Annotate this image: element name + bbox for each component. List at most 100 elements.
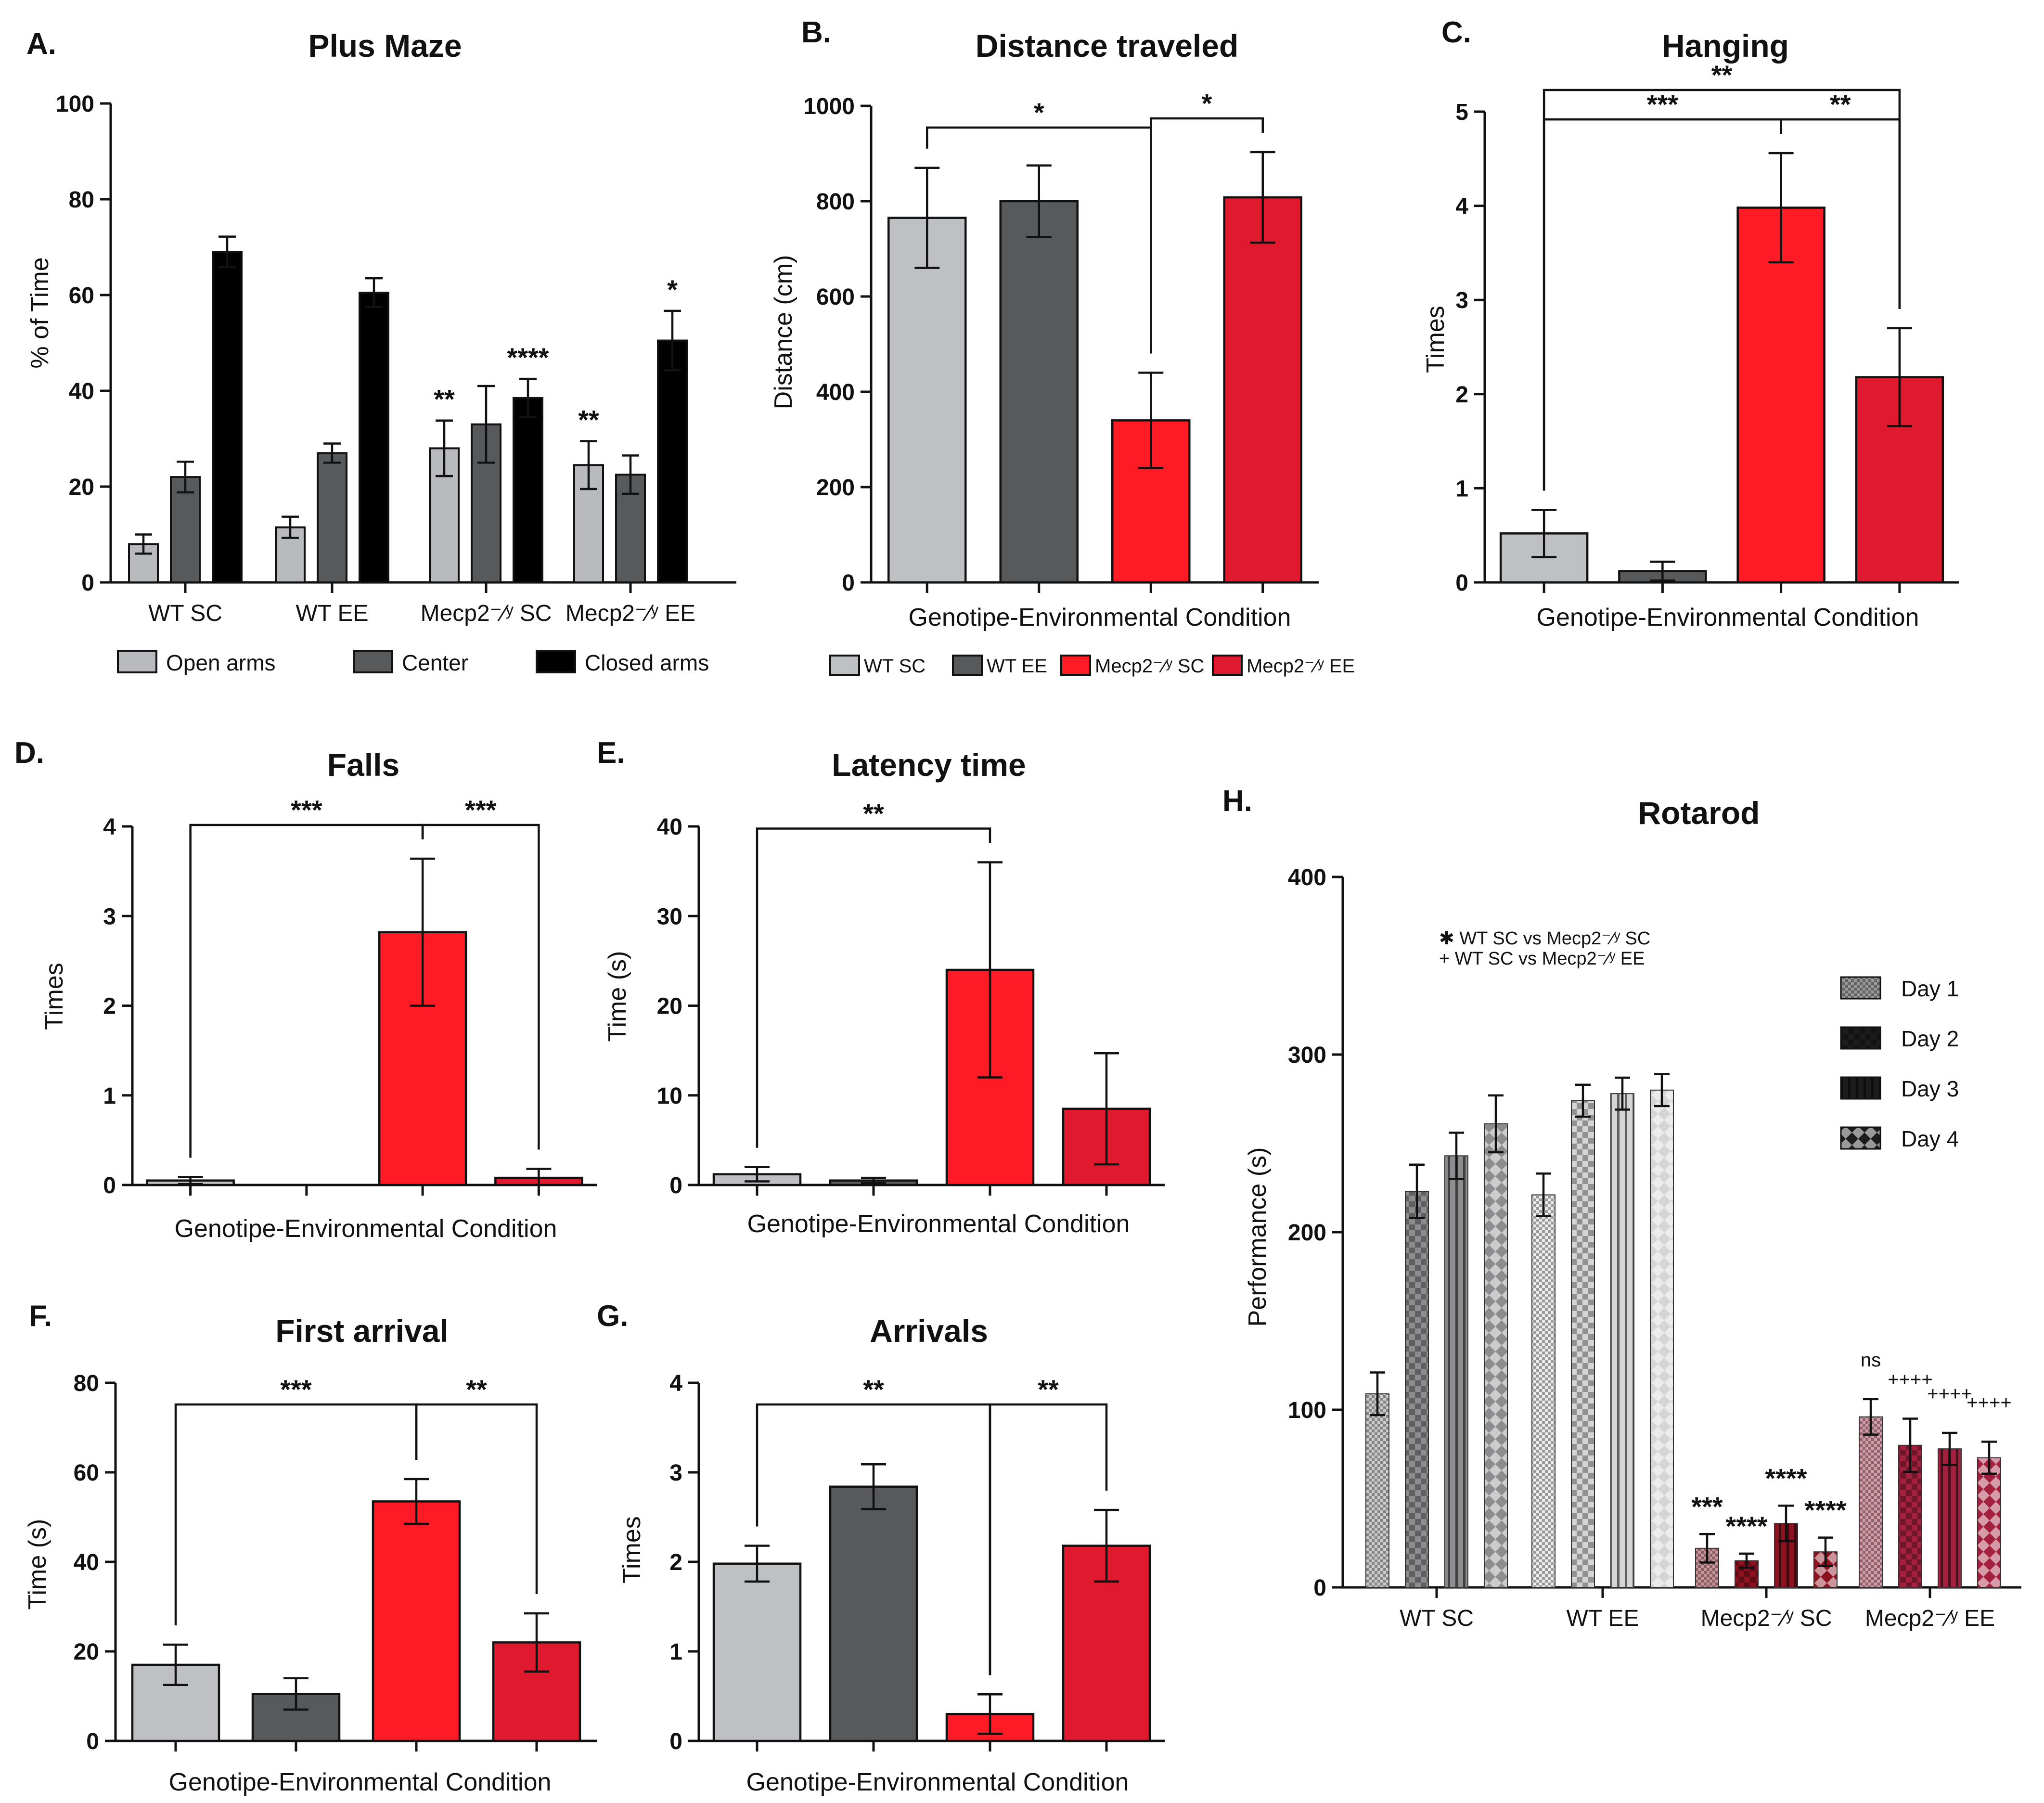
y-tick-label: 40 — [74, 1550, 99, 1575]
chart-title-b: Distance traveled — [976, 28, 1239, 64]
legend-swatch-pattern — [1840, 1026, 1881, 1050]
significance-label: ++++ — [1927, 1383, 1972, 1404]
bar-f-3 — [372, 1500, 461, 1742]
y-axis-title-c: Times — [1422, 306, 1450, 373]
panel-label-a: A. — [26, 27, 56, 61]
x-axis-title-b: Genotipe-Environmental Condition — [909, 604, 1291, 631]
bar-pattern-overlay — [1405, 1191, 1429, 1588]
legend-label-b: WT SC — [864, 656, 926, 677]
category-label-h: WT EE — [1566, 1606, 1639, 1631]
panel-label-b: B. — [801, 16, 831, 49]
bar-b-1 — [887, 217, 967, 584]
bar-pattern-overlay — [1444, 1155, 1468, 1588]
y-tick-label: 20 — [74, 1639, 99, 1665]
bar-g-1 — [712, 1562, 802, 1742]
y-tick-label: 0 — [1455, 570, 1468, 596]
note-line-2: + WT SC vs Mecp2⁻⁄ʸ EE — [1439, 949, 1645, 969]
panel-rotarod: H. Rotarod Performance (s) ✱ WT SC vs Me… — [1222, 785, 2021, 1631]
chart-title-f: First arrival — [275, 1313, 449, 1349]
y-tick-label: 3 — [669, 1460, 682, 1486]
significance-label: ++++ — [1888, 1369, 1932, 1390]
significance-label: *** — [1691, 1491, 1723, 1521]
legend-label-b: Mecp2⁻⁄ʸ SC — [1095, 656, 1204, 677]
y-tick-label: 80 — [69, 187, 94, 213]
bar-c-3 — [1736, 206, 1825, 584]
legend-label-a: Closed arms — [585, 650, 709, 675]
bar-a-closed-arms — [212, 251, 243, 583]
y-tick-label: 10 — [657, 1083, 682, 1109]
panel-label-e: E. — [597, 736, 625, 770]
significance-label: ns — [1861, 1350, 1881, 1371]
x-axis-title-e: Genotipe-Environmental Condition — [747, 1210, 1130, 1238]
panel-label-c: C. — [1441, 16, 1471, 49]
note-line-1: ✱ WT SC vs Mecp2⁻⁄ʸ SC — [1439, 928, 1650, 949]
y-tick-label: 100 — [56, 91, 94, 117]
y-tick-label: 400 — [816, 380, 855, 405]
legend-swatch-a — [536, 650, 576, 673]
y-tick-label: 30 — [657, 904, 682, 929]
legend-swatch-b — [1212, 655, 1243, 676]
significance-bracket — [421, 824, 540, 1150]
bar-a-center — [317, 452, 347, 583]
legend-swatch-pattern — [1840, 976, 1881, 1000]
significance-bracket — [756, 827, 991, 1148]
y-tick-label: 0 — [103, 1173, 116, 1198]
legend-label-b: WT EE — [987, 656, 1047, 677]
y-tick-label: 1 — [103, 1083, 116, 1109]
significance-label: **** — [507, 342, 549, 373]
significance-label: *** — [291, 795, 322, 825]
y-tick-label: 2 — [669, 1550, 682, 1575]
significance-label: ** — [863, 1374, 884, 1404]
significance-label: *** — [280, 1374, 312, 1404]
panel-hanging: C. Hanging Times Genotipe-Environmental … — [1422, 16, 1959, 631]
legend-swatch-b — [829, 655, 860, 676]
y-tick-label: 3 — [103, 904, 116, 929]
y-tick-label: 300 — [1288, 1043, 1326, 1068]
significance-label: **** — [1804, 1495, 1846, 1525]
bar-pattern-overlay — [1571, 1100, 1595, 1588]
legend-swatch-b — [952, 655, 983, 676]
y-axis-title-h: Performance (s) — [1244, 1147, 1272, 1327]
panel-distance-traveled: B. Distance traveled Distance (cm) Genot… — [770, 16, 1355, 677]
y-tick-label: 4 — [103, 814, 116, 840]
y-tick-label: 60 — [74, 1460, 99, 1486]
significance-label: ** — [1038, 1374, 1059, 1404]
panel-latency-time: E. Latency time Time (s) Genotipe-Enviro… — [597, 736, 1165, 1238]
significance-label: **** — [1725, 1511, 1767, 1541]
x-axis-title-g: Genotipe-Environmental Condition — [746, 1768, 1129, 1796]
category-label-a: Mecp2⁻⁄ʸ SC — [421, 601, 552, 626]
legend-label-h: Day 4 — [1901, 1126, 1959, 1151]
y-tick-label: 1000 — [803, 94, 855, 119]
bar-a-closed-arms — [359, 292, 389, 583]
y-tick-label: 40 — [657, 814, 682, 840]
y-axis-title-e: Time (s) — [604, 951, 631, 1042]
bar-b-2 — [999, 200, 1079, 584]
significance-label: ** — [466, 1374, 487, 1404]
bar-g-2 — [829, 1485, 918, 1742]
y-tick-label: 0 — [842, 570, 855, 596]
bar-pattern-overlay — [1859, 1416, 1883, 1588]
legend-swatch-pattern — [1840, 1076, 1881, 1100]
category-label-h: Mecp2⁻⁄ʸ SC — [1701, 1606, 1832, 1631]
y-tick-label: 0 — [86, 1729, 99, 1754]
bar-pattern-overlay — [1938, 1448, 1962, 1588]
panel-first-arrival: F. First arrival Time (s) Genotipe-Envir… — [24, 1300, 597, 1796]
y-tick-label: 200 — [816, 475, 855, 501]
y-tick-label: 1 — [1455, 476, 1468, 502]
y-tick-label: 4 — [1455, 194, 1468, 219]
y-tick-label: 40 — [69, 379, 94, 404]
chart-title-a: Plus Maze — [308, 28, 462, 64]
bar-a-closed-arms — [513, 397, 543, 583]
legend-label-h: Day 1 — [1901, 976, 1959, 1001]
legend-label-a: Center — [402, 650, 468, 675]
y-axis-title-g: Times — [618, 1516, 646, 1584]
y-tick-label: 20 — [657, 994, 682, 1019]
category-label-a: WT EE — [296, 601, 368, 626]
y-tick-label: 2 — [1455, 382, 1468, 408]
bar-pattern-overlay — [1977, 1457, 2001, 1588]
significance-label: *** — [465, 795, 497, 825]
y-tick-label: 60 — [69, 283, 94, 309]
significance-bracket — [1150, 117, 1264, 354]
chart-title-h: Rotarod — [1638, 795, 1760, 831]
